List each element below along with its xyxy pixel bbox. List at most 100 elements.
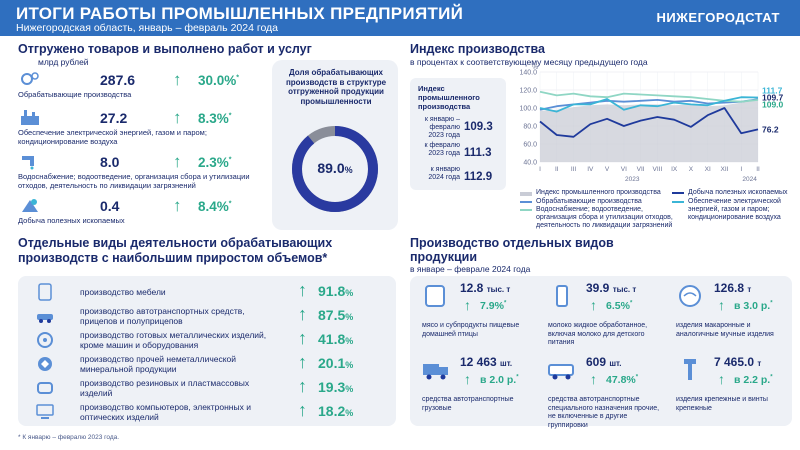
shipped-label: Водоснабжение; водоотведение, организаци… (18, 172, 250, 190)
shipped-title: Отгружено товаров и выполнено работ и ус… (18, 42, 312, 56)
y-axis-unit: % (532, 64, 538, 71)
product-change: в 2.2 р.* (734, 374, 773, 386)
furniture-icon (38, 283, 52, 301)
arrow-up-icon: ↑ (173, 196, 182, 215)
brand-logo: НИЖЕГОРОДСТАТ (656, 10, 780, 25)
legend-label: Обрабатывающие производства (536, 198, 642, 205)
product-change: 6.5%* (606, 300, 633, 312)
legend-item: Добыча полезных ископаемых (672, 189, 800, 199)
index-row-value: 109.3 (464, 121, 493, 133)
activity-label: производство прочей неметаллической мине… (80, 354, 237, 374)
y-tick-label: 60.0 (523, 142, 537, 149)
activity-pct: 19.3% (318, 379, 354, 395)
page-subtitle: Нижегородская область, январь – февраль … (16, 22, 279, 34)
car-icon (37, 314, 53, 323)
mining-icon (22, 199, 38, 212)
activity-label: производство готовых металлических издел… (80, 330, 267, 350)
mineral-icon (38, 357, 52, 371)
meat-icon (425, 285, 445, 307)
legend-swatch (672, 201, 684, 203)
activity-pct: 87.5% (318, 307, 354, 323)
product-label: изделия крепежные и винты крепежные (676, 396, 768, 412)
computer-icon (36, 404, 54, 419)
activity-row: производство готовых металлических издел… (18, 328, 396, 352)
index-row: к февралю 2023 года 111.3 (416, 142, 504, 170)
x-tick-label: IV (587, 166, 594, 173)
legend-item: Обеспечение электрической энергией, газо… (672, 198, 800, 226)
index-row-label: к февралю 2023 года (424, 142, 461, 157)
arrow-up-icon: ↑ (590, 297, 597, 313)
arrow-up-icon: ↑ (298, 400, 307, 420)
activity-pct: 91.8% (318, 283, 354, 299)
index-panel: Индекс промышленного производства к янва… (410, 78, 506, 190)
donut-chart (292, 126, 378, 212)
products-panel: 12.8 тыс. т ↑ 7.9%* мясо и субпродукты п… (410, 276, 794, 429)
product-card: 39.9 тыс. т ↑ 6.5%* молоко жидкое обрабо… (540, 278, 666, 352)
shipped-pct: 8.3%* (198, 111, 232, 126)
product-label: мясо и субпродукты пищевые домашней птиц… (422, 322, 520, 338)
activity-label: производство мебели (80, 287, 166, 297)
milk-icon (556, 285, 568, 307)
structure-text: Доля обрабатывающих производств в структ… (285, 68, 387, 106)
activity-row: производство резиновых и пластмассовых и… (18, 376, 396, 400)
arrow-up-icon: ↑ (173, 108, 182, 127)
arrow-up-icon: ↑ (718, 297, 725, 313)
index-row-value: 112.9 (464, 171, 493, 183)
end-value-label: 109.0 (762, 99, 784, 109)
y-tick-label: 120.0 (519, 88, 537, 95)
shipped-pct: 30.0%* (198, 73, 240, 88)
product-change: 7.9%* (480, 300, 507, 312)
product-value: 126.8 т (714, 281, 752, 295)
arrow-up-icon: ↑ (590, 371, 597, 387)
arrow-up-icon: ↑ (464, 297, 471, 313)
structure-value: 89.0% (317, 160, 353, 176)
shipped-value: 287.6 (100, 72, 136, 88)
power-plant-icon (21, 110, 39, 125)
product-value: 39.9 тыс. т (586, 281, 637, 295)
legend-label: Индекс промышленного производства (536, 189, 661, 196)
product-change: в 3.0 р.* (734, 300, 773, 312)
rubber-icon (37, 382, 53, 394)
index-row-label: к январю 2024 года (428, 166, 460, 181)
x-tick-label: IX (671, 166, 678, 173)
legend-swatch (520, 201, 532, 203)
series-line (539, 96, 759, 113)
pasta-icon (679, 285, 701, 307)
product-label: средства автотранспортные специального н… (548, 396, 660, 429)
legend-item: Обрабатывающие производства (520, 198, 670, 208)
water-tap-icon (22, 156, 34, 170)
arrow-up-icon: ↑ (464, 371, 471, 387)
index-title: Индекс производства (410, 42, 545, 56)
y-tick-label: 140.0 (519, 70, 537, 77)
product-value: 12 463 шт. (460, 355, 513, 369)
activity-row: производство прочей неметаллической мине… (18, 352, 396, 376)
legend-item: Индекс промышленного производства (520, 189, 670, 199)
series-line (539, 107, 759, 138)
product-card: 7 465.0 т ↑ в 2.2 р.* изделия крепежные … (668, 352, 794, 426)
products-subtitle: в январе – феврале 2024 года (410, 264, 531, 274)
activities-panel: производство мебели ↑ 91.8% производство… (18, 276, 396, 426)
shipped-label: Обрабатывающие производства (18, 90, 132, 99)
index-row-value: 111.3 (464, 147, 492, 159)
index-panel-title: Индекс промышленного производства (418, 84, 480, 111)
arrow-up-icon: ↑ (298, 376, 307, 396)
screw-icon (684, 359, 696, 380)
y-tick-label: 80.0 (523, 124, 537, 131)
shipped-value: 0.4 (100, 198, 120, 214)
legend-label: Водоснабжение; водоотведение, организаци… (536, 206, 673, 229)
end-value-label: 111.7 (762, 85, 783, 95)
arrow-up-icon: ↑ (298, 328, 307, 348)
product-value: 7 465.0 т (714, 355, 762, 369)
arrow-up-icon: ↑ (173, 70, 182, 89)
legend-swatch (520, 209, 532, 211)
shipped-label: Обеспечение электрической энергией, газо… (18, 128, 207, 146)
product-card: 126.8 т ↑ в 3.0 р.* изделия макаронные и… (668, 278, 794, 352)
x-tick-label: I (539, 166, 541, 173)
shipped-value: 8.0 (100, 154, 120, 170)
legend-swatch (520, 192, 532, 196)
activity-label: производство резиновых и пластмассовых и… (80, 378, 250, 398)
legend-label: Обеспечение электрической энергией, газо… (688, 198, 781, 221)
shipped-row: 287.6 ↑ 30.0%* Обрабатывающие производст… (18, 70, 258, 110)
index-subtitle: в процентах к соответствующему месяцу пр… (410, 57, 648, 67)
